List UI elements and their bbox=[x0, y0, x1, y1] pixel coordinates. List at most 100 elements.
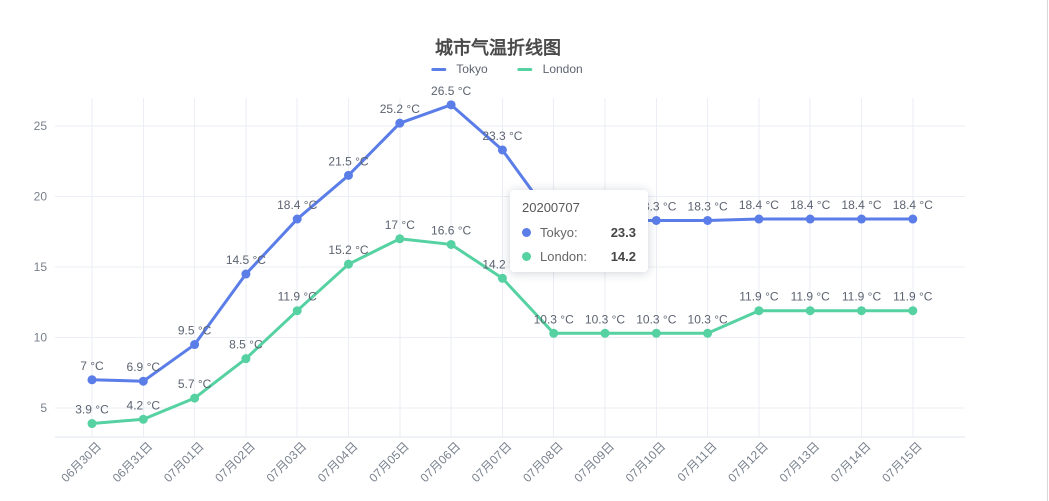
window-right-border bbox=[1047, 0, 1048, 501]
tokyo-point-label: 6.9 °C bbox=[127, 360, 161, 374]
tokyo-point-label: 7 °C bbox=[80, 359, 104, 373]
legend-item-tokyo[interactable]: Tokyo bbox=[431, 62, 488, 76]
tokyo-data-point[interactable] bbox=[241, 269, 251, 279]
tooltip-series-dot bbox=[522, 227, 531, 237]
london-data-point[interactable] bbox=[908, 306, 918, 316]
tooltip-date: 20200707 bbox=[522, 200, 580, 215]
tooltip-series-value: 23.3 bbox=[610, 224, 636, 240]
tokyo-point-label: 18.4 °C bbox=[739, 198, 779, 212]
london-data-point[interactable] bbox=[241, 354, 251, 364]
london-point-label: 10.3 °C bbox=[688, 312, 728, 326]
legend-item-london[interactable]: London bbox=[517, 62, 583, 76]
london-data-point[interactable] bbox=[190, 393, 200, 403]
x-axis-label: 07月09日 bbox=[571, 439, 617, 485]
tokyo-point-label: 18.3 °C bbox=[688, 199, 728, 213]
tokyo-data-point[interactable] bbox=[292, 214, 302, 224]
tokyo-point-label: 18.4 °C bbox=[841, 198, 881, 212]
tokyo-data-point[interactable] bbox=[754, 214, 764, 224]
london-data-point[interactable] bbox=[395, 234, 405, 244]
london-data-point[interactable] bbox=[754, 306, 764, 316]
x-axis-label: 07月03日 bbox=[264, 439, 310, 485]
london-point-label: 11.9 °C bbox=[893, 290, 933, 304]
x-axis-label: 07月12日 bbox=[725, 439, 771, 485]
tokyo-data-point[interactable] bbox=[651, 215, 661, 225]
chart-title: 城市气温折线图 bbox=[435, 38, 561, 58]
x-axis-label: 06月31日 bbox=[110, 439, 156, 485]
london-data-point[interactable] bbox=[703, 328, 713, 338]
london-data-point[interactable] bbox=[87, 419, 97, 429]
tokyo-data-point[interactable] bbox=[395, 118, 405, 128]
tooltip-series-value: 14.2 bbox=[610, 248, 636, 264]
tokyo-data-point[interactable] bbox=[87, 375, 97, 385]
london-data-point[interactable] bbox=[549, 328, 559, 338]
london-point-label: 11.9 °C bbox=[791, 290, 831, 304]
london-data-point[interactable] bbox=[344, 259, 353, 269]
chart-tooltip: 20200707 Tokyo: 23.3 London: 14.2 bbox=[510, 190, 648, 272]
london-point-label: 4.2 °C bbox=[127, 398, 161, 412]
tooltip-series-name: London: bbox=[540, 248, 587, 264]
tokyo-point-label: 23.3 °C bbox=[482, 129, 522, 143]
london-point-label: 15.2 °C bbox=[328, 243, 368, 257]
london-data-point[interactable] bbox=[446, 239, 456, 249]
y-axis-label: 20 bbox=[34, 190, 48, 204]
x-axis-label: 07月05日 bbox=[366, 439, 412, 485]
tooltip-rows: Tokyo: 23.3 London: 14.2 bbox=[522, 224, 636, 264]
london-data-point[interactable] bbox=[600, 328, 610, 338]
x-axis-label: 07月04日 bbox=[315, 439, 361, 485]
tokyo-data-point[interactable] bbox=[190, 340, 200, 350]
tooltip-series-name: Tokyo: bbox=[540, 224, 578, 240]
tokyo-point-label: 18.4 °C bbox=[277, 198, 317, 212]
legend-label: London bbox=[542, 62, 583, 76]
x-axis-label: 07月08日 bbox=[520, 439, 566, 485]
tokyo-point-label: 18.4 °C bbox=[790, 198, 830, 212]
london-point-label: 11.9 °C bbox=[842, 290, 882, 304]
x-axis-label: 07月02日 bbox=[212, 439, 258, 485]
london-point-label: 10.3 °C bbox=[636, 312, 676, 326]
london-point-label: 5.7 °C bbox=[178, 377, 212, 391]
london-data-point[interactable] bbox=[651, 328, 661, 338]
tooltip-row: Tokyo: 23.3 bbox=[522, 224, 636, 240]
x-axis-label: 07月15日 bbox=[879, 439, 925, 485]
x-axis-label: 07月10日 bbox=[623, 439, 669, 485]
london-point-label: 3.9 °C bbox=[75, 403, 109, 417]
tokyo-data-point[interactable] bbox=[805, 214, 815, 224]
y-axis-label: 5 bbox=[40, 401, 47, 415]
tokyo-data-point[interactable] bbox=[857, 214, 866, 224]
london-data-point[interactable] bbox=[805, 306, 815, 316]
y-axis-label: 10 bbox=[34, 331, 48, 345]
x-axis-label: 07月14日 bbox=[828, 439, 874, 485]
london-data-point[interactable] bbox=[497, 273, 507, 283]
london-data-point[interactable] bbox=[292, 306, 302, 316]
legend-line-marker bbox=[517, 67, 533, 71]
london-point-label: 16.6 °C bbox=[431, 223, 471, 237]
london-point-label: 17 °C bbox=[385, 218, 415, 232]
chart-legend: Tokyo London bbox=[431, 62, 583, 76]
london-point-label: 11.9 °C bbox=[278, 290, 318, 304]
x-axis-label: 07月01日 bbox=[161, 439, 207, 485]
tokyo-data-point[interactable] bbox=[703, 215, 713, 225]
x-axis-label: 07月11日 bbox=[675, 439, 720, 484]
tooltip-row: London: 14.2 bbox=[522, 248, 636, 264]
london-data-point[interactable] bbox=[138, 414, 148, 424]
x-axis-label: 07月13日 bbox=[777, 439, 823, 485]
legend-label: Tokyo bbox=[456, 62, 488, 76]
tokyo-data-point[interactable] bbox=[344, 170, 353, 180]
x-axis-label: 06月30日 bbox=[58, 439, 104, 485]
london-point-label: 11.9 °C bbox=[739, 290, 779, 304]
tokyo-point-label: 9.5 °C bbox=[178, 324, 212, 338]
tokyo-data-point[interactable] bbox=[446, 100, 456, 110]
tokyo-data-point[interactable] bbox=[138, 376, 148, 386]
tokyo-point-label: 21.5 °C bbox=[328, 154, 368, 168]
y-axis-label: 25 bbox=[34, 119, 48, 133]
tokyo-data-point[interactable] bbox=[497, 145, 507, 155]
london-point-label: 10.3 °C bbox=[585, 312, 625, 326]
tokyo-point-label: 14.5 °C bbox=[226, 253, 266, 267]
x-axis-label: 07月06日 bbox=[417, 439, 463, 485]
tooltip-series-dot bbox=[522, 251, 531, 261]
tokyo-point-label: 25.2 °C bbox=[380, 102, 420, 116]
y-axis-label: 15 bbox=[34, 260, 48, 274]
london-data-point[interactable] bbox=[857, 306, 866, 316]
tokyo-data-point[interactable] bbox=[908, 214, 918, 224]
